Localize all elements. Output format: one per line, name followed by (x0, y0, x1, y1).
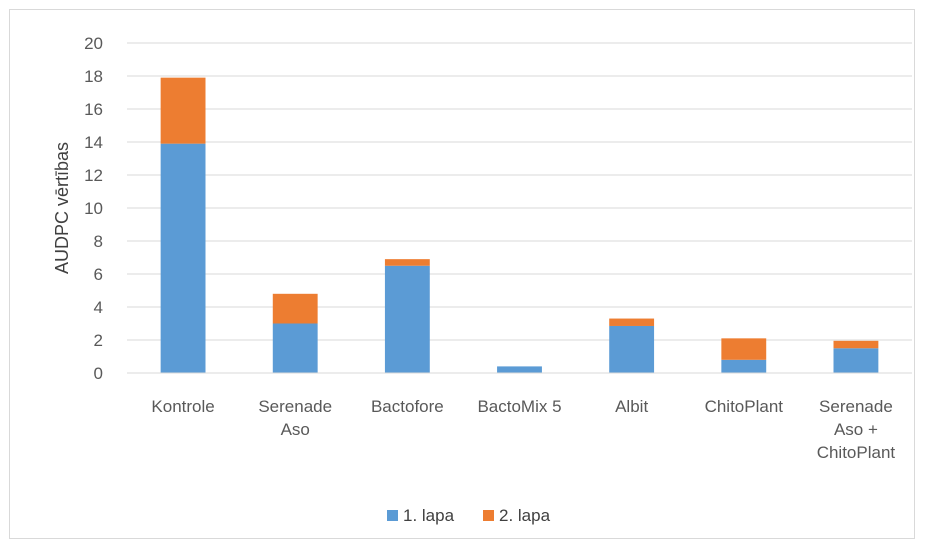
bar-segment-series-1 (272, 323, 318, 373)
bar-segment-series-1 (384, 265, 430, 373)
y-tick-label: 0 (94, 364, 103, 383)
y-axis-title: AUDPC vērtības (52, 142, 72, 274)
y-tick-label: 6 (94, 265, 103, 284)
legend-swatch (483, 510, 494, 521)
bar-segment-series-2 (272, 293, 318, 324)
x-category-label: Serenade (258, 397, 332, 416)
bar-segment-series-1 (497, 366, 542, 373)
bars (160, 77, 879, 373)
bar-segment-series-1 (833, 348, 879, 373)
legend: 1. lapa 2. lapa (387, 506, 551, 525)
y-tick-label: 10 (84, 199, 103, 218)
bar-segment-series-2 (609, 318, 655, 326)
gridlines (127, 42, 912, 341)
bar-segment-series-1 (160, 143, 206, 373)
x-category-label: Aso + (834, 420, 878, 439)
legend-label: 1. lapa (403, 506, 455, 525)
bar-segment-series-1 (609, 325, 655, 373)
x-category-label: Aso (281, 420, 310, 439)
y-tick-label: 12 (84, 166, 103, 185)
y-tick-label: 16 (84, 100, 103, 119)
y-tick-label: 20 (84, 34, 103, 53)
y-tick-label: 14 (84, 133, 103, 152)
y-tick-label: 8 (94, 232, 103, 251)
x-category-label: Serenade (819, 397, 893, 416)
y-tick-label: 4 (94, 298, 103, 317)
x-axis-category-labels: Kontrole Serenade Aso Bactofore BactoMix 5 Al… (151, 397, 895, 462)
y-tick-label: 18 (84, 67, 103, 86)
x-category-label: ChitoPlant (817, 443, 896, 462)
legend-label: 2. lapa (499, 506, 551, 525)
y-axis-tick-labels: 0 2 4 6 8 10 12 14 16 18 20 (84, 34, 103, 383)
x-category-label: ChitoPlant (705, 397, 784, 416)
bar-segment-series-2 (384, 259, 430, 266)
x-category-label: BactoMix 5 (477, 397, 561, 416)
x-category-label: Bactofore (371, 397, 444, 416)
x-category-label: Albit (615, 397, 648, 416)
bar-segment-series-2 (160, 77, 206, 144)
x-category-label: Kontrole (151, 397, 214, 416)
bar-segment-series-1 (721, 359, 767, 373)
legend-swatch (387, 510, 398, 521)
y-tick-label: 2 (94, 331, 103, 350)
bar-segment-series-2 (833, 340, 879, 349)
bar-segment-series-2 (721, 338, 767, 360)
